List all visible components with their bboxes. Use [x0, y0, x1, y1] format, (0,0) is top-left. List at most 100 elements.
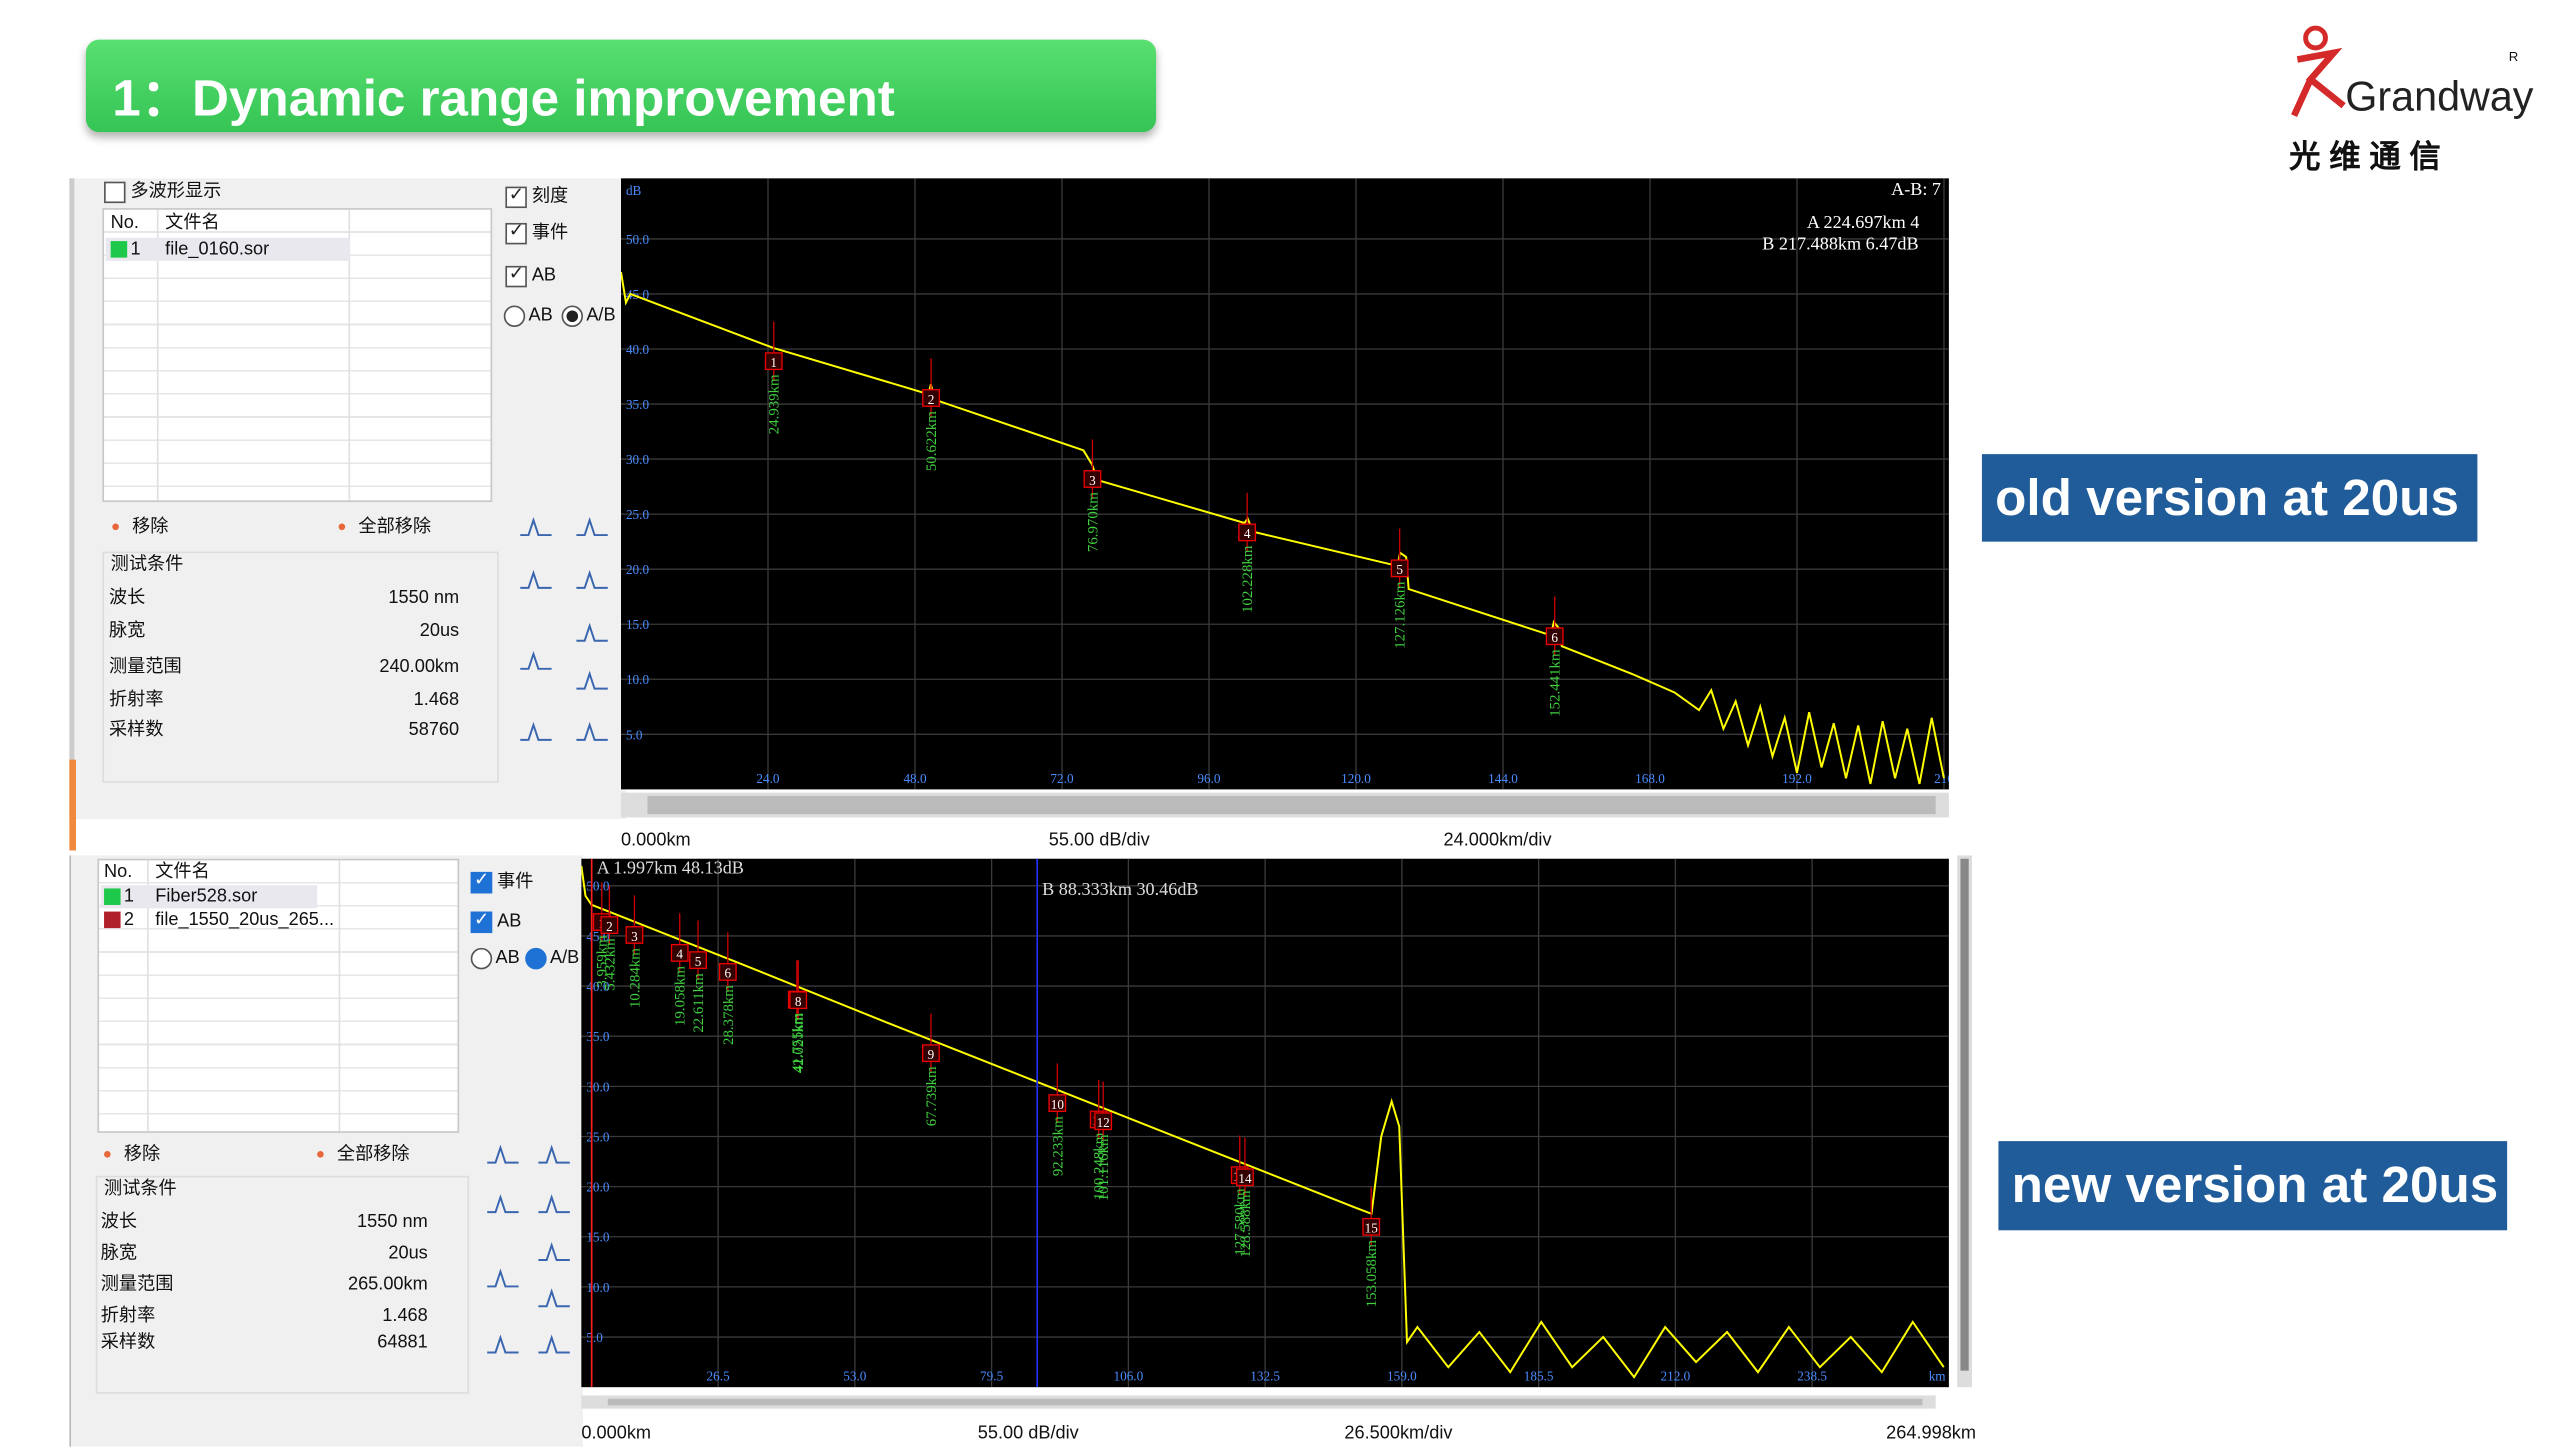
table-header: 文件名	[155, 862, 210, 882]
footer-label: 0.000km	[621, 830, 691, 851]
condition-label: 折射率	[109, 690, 164, 711]
x-tick-label: 26.5	[707, 1369, 731, 1384]
cursor-info: A-B: 7	[1891, 179, 1941, 199]
x-tick-label: 238.5	[1797, 1369, 1827, 1384]
event-distance: 22.611km	[691, 973, 707, 1033]
col-divider	[338, 860, 341, 1132]
footer-label: 55.00 dB/div	[977, 1423, 1079, 1444]
event-box	[1390, 559, 1409, 578]
conditions-box	[102, 551, 499, 783]
table-header: 文件名	[165, 213, 220, 233]
color-swatch	[110, 241, 128, 258]
event-box	[1545, 627, 1564, 646]
event-distance: 50.622km	[924, 411, 940, 471]
scrollbar-thumb	[647, 795, 1936, 815]
cursor-label: A 1.997km 48.13dB	[597, 859, 744, 878]
x-tick-label: 53.0	[843, 1369, 867, 1384]
event-distance: 42.021km	[791, 1013, 807, 1073]
footer-label: 26.500km/div	[1344, 1423, 1453, 1444]
y-tick-label: 30.0	[586, 1079, 610, 1094]
condition-label: 脉宽	[109, 620, 146, 641]
tool-icon[interactable]	[537, 1191, 573, 1217]
event-number: 14	[1238, 1171, 1252, 1186]
event-number: 6	[1551, 630, 1558, 645]
condition-value: 265.00km	[347, 1274, 428, 1295]
tool-icon[interactable]	[486, 1141, 522, 1167]
event-distance: 128.588km	[1238, 1190, 1254, 1258]
event-box	[1236, 1168, 1254, 1187]
event-number: 3	[1089, 473, 1096, 488]
event-number: 6	[725, 966, 732, 981]
event-box	[1094, 1112, 1113, 1131]
condition-value: 58760	[408, 720, 460, 740]
checkbox: 事件	[505, 220, 568, 245]
table-cell: file_1550_20us_265...	[155, 909, 335, 930]
x-tick-label: 185.5	[1524, 1369, 1554, 1384]
color-swatch	[104, 888, 121, 905]
tool-icon[interactable]	[519, 514, 555, 540]
event-number: 12	[1097, 1115, 1110, 1130]
condition-label: 波长	[100, 1212, 138, 1232]
tool-icon[interactable]	[537, 1331, 573, 1357]
event-distance: 92.233km	[1050, 1116, 1066, 1176]
color-swatch	[104, 911, 121, 929]
radio: AB	[503, 304, 553, 327]
event-box	[789, 991, 808, 1010]
checkbox: 多波形显示	[104, 180, 221, 204]
tool-icon[interactable]	[519, 566, 555, 592]
checkbox: AB	[505, 263, 556, 288]
tool-icon[interactable]	[519, 718, 555, 744]
x-tick-label: 96.0	[1197, 771, 1221, 786]
table-cell: file_0160.sor	[165, 239, 270, 260]
event-distance: 101.116km	[1096, 1134, 1112, 1201]
event-distance: 10.284km	[627, 948, 643, 1008]
tool-icon[interactable]	[486, 1265, 522, 1291]
tool-icon[interactable]	[575, 718, 611, 744]
tool-icon[interactable]	[537, 1141, 573, 1167]
trace-chart: 24.048.072.096.0120.0144.0168.0192.02165…	[621, 178, 1949, 790]
table-cell: Fiber528.sor	[155, 886, 258, 907]
event-distance: 127.126km	[1393, 581, 1409, 649]
tool-icon[interactable]	[486, 1191, 522, 1217]
tool-icon[interactable]	[519, 647, 555, 673]
event-distance: 102.228km	[1240, 545, 1256, 613]
event-number: 4	[1244, 526, 1251, 541]
y-tick-label: 25.0	[586, 1129, 610, 1144]
logo-icon	[2291, 25, 2346, 117]
event-box	[600, 916, 619, 934]
y-tick-label: 15.0	[586, 1230, 610, 1245]
event-number: 1	[770, 355, 777, 370]
tool-icon[interactable]	[575, 514, 611, 540]
row-highlight	[100, 885, 318, 909]
y-tick-label: 5.0	[626, 727, 643, 742]
x-tick-label: 48.0	[903, 771, 927, 786]
condition-value: 1.468	[413, 690, 460, 711]
radio: A/B	[525, 946, 579, 970]
tool-icon[interactable]	[575, 619, 611, 645]
col-divider	[348, 209, 351, 501]
cursor-info: B 217.488km 6.47dB	[1762, 233, 1918, 253]
y-tick-label: 10.0	[626, 672, 650, 687]
tool-icon[interactable]	[575, 566, 611, 592]
condition-value: 1550 nm	[357, 1212, 428, 1232]
tool-icon[interactable]	[537, 1285, 573, 1311]
x-tick-label: 106.0	[1114, 1369, 1144, 1384]
y-tick-label: 30.0	[626, 452, 650, 467]
y-tick-label: 25.0	[626, 507, 650, 522]
tool-icon[interactable]	[575, 667, 611, 693]
tool-icon[interactable]	[537, 1239, 573, 1265]
event-box	[670, 943, 689, 962]
cursor-info: A 224.697km 4	[1807, 212, 1919, 232]
x-tick-label: 72.0	[1050, 771, 1074, 786]
conditions-title: 测试条件	[110, 554, 184, 575]
event-box	[1048, 1094, 1067, 1113]
x-tick-label: 159.0	[1387, 1369, 1417, 1384]
label-old: old version at 20us	[1981, 454, 2478, 542]
condition-label: 脉宽	[100, 1243, 138, 1264]
tool-icon[interactable]	[486, 1331, 522, 1357]
event-box	[1362, 1217, 1381, 1236]
y-tick-label: 35.0	[626, 397, 650, 412]
event-number: 5	[1396, 562, 1403, 577]
event-box	[625, 926, 644, 944]
table-cell: 2	[123, 909, 134, 930]
